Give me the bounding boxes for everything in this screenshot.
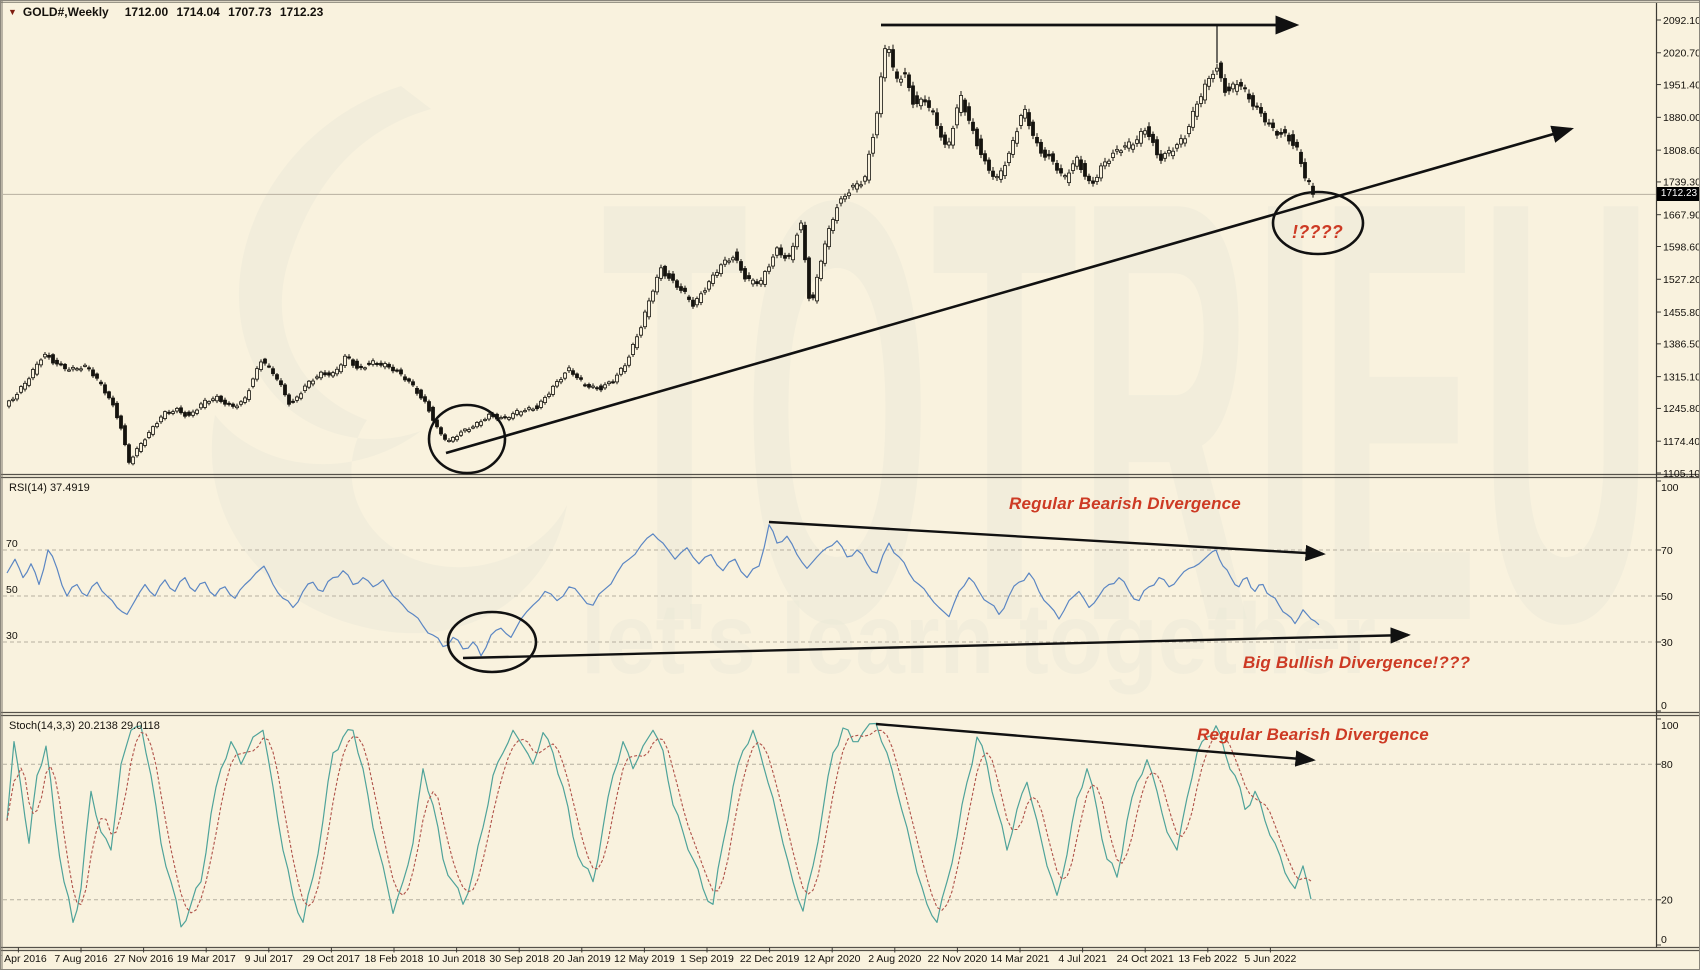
price-tick-label: 2092.10 (1663, 15, 1700, 27)
symbol-dropdown-icon[interactable]: ▼ (8, 7, 17, 17)
rsi-low-ellipse[interactable] (446, 610, 538, 674)
date-tick-label: 9 Jul 2017 (245, 953, 294, 965)
rsi-bearish-divergence-arrow (768, 520, 1326, 562)
rsi-level-label: 0 (1661, 700, 1667, 712)
annotation-stoch-bearish-divergence[interactable]: Regular Bearish Divergence (1197, 725, 1429, 744)
stoch-level-label: 20 (1661, 895, 1673, 907)
stoch-level-label: 80 (1661, 759, 1673, 771)
rsi-level-label-left: 30 (6, 630, 18, 642)
date-tick-label: 24 Oct 2021 (1117, 953, 1174, 965)
date-tick-label: 19 Mar 2017 (177, 953, 236, 965)
watermark: TOTRIEU let's learn together (211, 77, 1653, 747)
main-price-panel[interactable] (3, 44, 1656, 466)
highlight-ellipse-1[interactable] (1271, 190, 1365, 256)
rsi-level-label: 30 (1661, 637, 1673, 649)
price-tick-label: 1951.40 (1663, 79, 1700, 91)
price-tick-label: 1455.80 (1663, 307, 1700, 319)
date-tick-label: 20 Jan 2019 (553, 953, 611, 965)
stoch-bearish-divergence-arrow (875, 722, 1316, 767)
price-tick-label: 1174.40 (1663, 436, 1700, 448)
date-tick-label: 12 Apr 2020 (804, 953, 861, 965)
rsi-line (6, 524, 1320, 657)
date-tick-label: 18 Feb 2018 (365, 953, 424, 965)
drawn-objects-layer[interactable] (427, 15, 1574, 767)
price-tick-label: 1386.50 (1663, 339, 1700, 351)
rsi-level-label: 50 (1661, 591, 1673, 603)
stochastic-panel[interactable] (3, 722, 1656, 928)
stochastic-indicator-label: Stoch(14,3,3) 20.2138 29.0118 (9, 720, 160, 732)
date-tick-label: 2 Aug 2020 (868, 953, 921, 965)
watermark-flame-logo (211, 86, 567, 634)
annotation-rsi-bearish-divergence[interactable]: Regular Bearish Divergence (1009, 494, 1241, 513)
ohlc-values: 1712.00 1714.04 1707.73 1712.23 (124, 5, 324, 19)
rsi-level-label-left: 70 (6, 538, 18, 550)
date-tick-label: 22 Dec 2019 (740, 953, 800, 965)
date-tick-label: 30 Sep 2018 (489, 953, 549, 965)
rsi-level-label-left: 50 (6, 584, 18, 596)
stochastic-d-line (6, 729, 1312, 914)
rsi-level-label: 70 (1661, 545, 1673, 557)
price-tick-label: 1527.20 (1663, 274, 1700, 286)
rsi-panel[interactable] (3, 524, 1656, 657)
rsi-level-label: 100 (1661, 482, 1679, 494)
chart-title-bar: ▼ GOLD#,Weekly 1712.00 1714.04 1707.73 1… (8, 5, 323, 19)
date-tick-label: 27 Nov 2016 (114, 953, 174, 965)
annotation-rsi-bullish-divergence[interactable]: Big Bullish Divergence!??? (1243, 653, 1471, 672)
date-tick-label: 10 Jun 2018 (428, 953, 486, 965)
candlestick-series (7, 44, 1315, 466)
stochastic-k-line (6, 722, 1312, 928)
price-tick-label: 1739.30 (1663, 177, 1700, 189)
date-tick-label: 7 Aug 2016 (54, 953, 107, 965)
date-tick-label: 22 Nov 2020 (928, 953, 988, 965)
date-tick-label: 17 Apr 2016 (1, 953, 47, 965)
current-price-badge: 1712.23 (1657, 187, 1699, 201)
date-tick-label: 12 May 2019 (614, 953, 675, 965)
date-tick-label: 14 Mar 2021 (991, 953, 1050, 965)
date-tick-label: 1 Sep 2019 (680, 953, 734, 965)
date-tick-label: 29 Oct 2017 (303, 953, 360, 965)
stoch-level-label: 0 (1661, 934, 1667, 946)
uptrend-arrow (445, 125, 1574, 455)
stoch-level-label: 100 (1661, 720, 1679, 732)
date-tick-label: 13 Feb 2022 (1178, 953, 1237, 965)
price-tick-label: 1315.10 (1663, 371, 1700, 383)
axis-labels-layer: 2092.10 2020.70 1951.40 1880.00 1808.60 1739.… (1, 15, 1700, 965)
price-tick-label: 1808.60 (1663, 145, 1700, 157)
symbol-timeframe-label: GOLD#,Weekly (22, 5, 109, 19)
price-tick-label: 2020.70 (1663, 48, 1700, 60)
highlight-ellipse-0[interactable] (427, 403, 507, 475)
watermark-title: TOTRIEU (601, 77, 1653, 747)
price-tick-label: 1105.10 (1663, 468, 1700, 480)
annotation-question-marks[interactable]: !???? (1292, 222, 1343, 242)
rsi-bullish-divergence-arrow (462, 627, 1411, 660)
price-tick-label: 1598.60 (1663, 241, 1700, 253)
price-tick-label: 1245.80 (1663, 403, 1700, 415)
price-tick-label: 1667.90 (1663, 209, 1700, 221)
date-tick-label: 5 Jun 2022 (1244, 953, 1296, 965)
rsi-indicator-label: RSI(14) 37.4919 (9, 482, 90, 494)
price-tick-label: 1880.00 (1663, 112, 1700, 124)
date-tick-label: 4 Jul 2021 (1058, 953, 1107, 965)
